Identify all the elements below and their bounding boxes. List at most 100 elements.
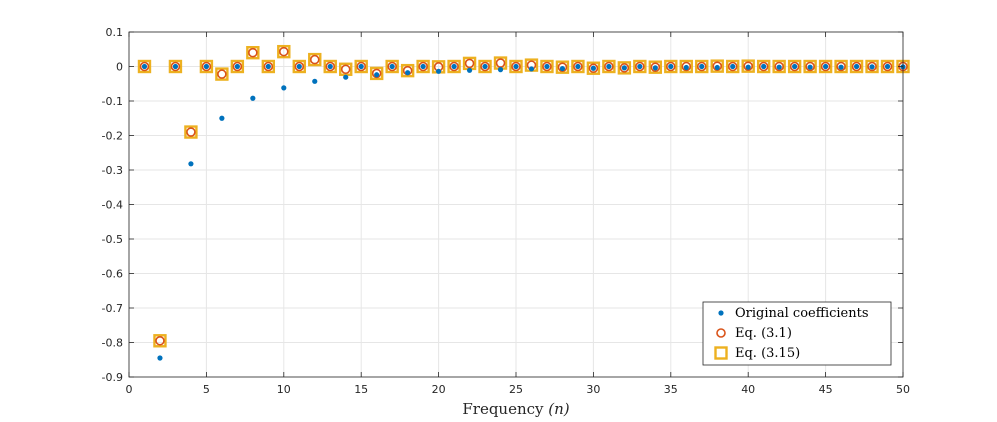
data-point-circle	[557, 62, 568, 72]
data-point-dot	[405, 70, 411, 76]
data-point-square	[555, 60, 570, 74]
data-point-square	[834, 59, 848, 74]
data-point-circle	[464, 58, 475, 69]
y-tick-label: -0.5	[102, 233, 123, 246]
data-point-circle	[805, 61, 815, 72]
data-point-circle	[681, 61, 692, 72]
data-point-square	[168, 59, 183, 74]
y-tick-label: -0.8	[102, 337, 123, 350]
y-tick-label: -0.4	[102, 199, 123, 212]
data-point-dot	[668, 63, 674, 70]
data-point-dot	[358, 63, 364, 70]
y-tick-label: 0	[116, 61, 123, 74]
data-point-square	[633, 59, 647, 74]
data-point-dot	[699, 63, 705, 70]
data-point-square	[756, 59, 771, 74]
data-point-square	[586, 61, 601, 75]
data-point-dot	[343, 74, 349, 80]
data-point-dot	[575, 63, 581, 70]
y-tick-label: -0.6	[102, 268, 123, 281]
data-point-square	[695, 59, 709, 74]
data-point-dot	[884, 63, 891, 70]
data-point-square	[323, 59, 337, 74]
data-point-square	[880, 59, 895, 74]
data-point-dot	[451, 63, 457, 70]
data-point-circle	[294, 61, 305, 72]
data-point-dot	[141, 63, 148, 70]
x-tick-label: 45	[819, 383, 833, 396]
data-point-dot	[838, 64, 844, 70]
data-point-square	[277, 44, 291, 59]
data-point-dot	[265, 63, 271, 70]
legend-marker-square	[714, 346, 728, 360]
data-point-dot	[559, 65, 566, 72]
data-point-circle	[309, 54, 320, 65]
data-point-square	[447, 59, 461, 74]
data-point-dot	[374, 72, 380, 78]
data-point-square	[664, 59, 678, 74]
data-point-circle	[774, 61, 784, 72]
data-point-dot	[482, 63, 488, 70]
x-tick-label: 10	[277, 383, 291, 396]
data-point-dot	[528, 66, 535, 72]
data-point-dot	[157, 355, 163, 361]
x-tick-label: 0	[126, 383, 133, 396]
data-point-dot	[513, 63, 519, 70]
y-tick-label: -0.7	[102, 302, 123, 315]
legend-entry-label: Original coefficients	[735, 306, 869, 321]
data-point-dot	[466, 67, 473, 73]
data-point-circle	[851, 61, 862, 72]
data-point-square	[648, 60, 663, 74]
data-point-square	[261, 59, 276, 74]
data-point-dot	[823, 63, 829, 70]
data-point-square	[726, 59, 740, 74]
data-point-dot	[389, 63, 395, 70]
data-point-circle	[232, 61, 243, 72]
x-tick-label: 15	[354, 383, 368, 396]
data-point-circle	[650, 62, 661, 72]
y-tick-label: -0.9	[102, 371, 123, 384]
data-point-square	[400, 63, 415, 78]
legend-marker-circle	[716, 328, 726, 338]
data-point-square	[153, 334, 167, 348]
data-point-square	[416, 59, 430, 74]
data-point-dot	[652, 65, 658, 71]
x-tick-label: 50	[896, 383, 910, 396]
data-point-circle	[217, 69, 227, 79]
data-point-dot	[188, 161, 194, 167]
data-point-circle	[263, 61, 274, 72]
data-point-dot	[250, 95, 256, 101]
data-point-square	[292, 59, 306, 74]
data-point-square	[772, 59, 786, 74]
data-point-square	[230, 59, 245, 74]
data-point-square	[385, 59, 399, 74]
data-point-circle	[635, 61, 645, 72]
y-tick-label: -0.2	[102, 130, 123, 143]
data-point-square	[741, 59, 755, 73]
data-point-circle	[449, 61, 459, 72]
data-point-dot	[544, 63, 550, 70]
data-point-circle	[418, 61, 428, 72]
data-point-dot	[730, 63, 736, 70]
legend-entry-label: Eq. (3.15)	[735, 346, 800, 361]
data-point-square	[540, 59, 554, 74]
data-point-dot	[436, 68, 442, 74]
data-point-dot	[234, 63, 240, 70]
data-point-dot	[590, 65, 597, 71]
x-tick-label: 30	[586, 383, 600, 396]
data-point-dot	[296, 63, 302, 70]
data-point-dot	[420, 63, 426, 70]
data-point-dot	[312, 78, 318, 84]
data-point-circle	[155, 335, 165, 346]
data-point-circle	[248, 47, 258, 58]
data-point-circle	[356, 61, 367, 72]
data-point-dot	[281, 85, 287, 91]
data-point-square	[199, 59, 214, 74]
legend-marker-dot	[718, 310, 724, 316]
data-point-dot	[621, 65, 627, 71]
x-axis-label: Frequency (n)	[462, 400, 569, 418]
x-tick-label: 35	[664, 383, 678, 396]
y-tick-label: -0.3	[102, 164, 123, 177]
data-point-dot	[497, 67, 504, 73]
